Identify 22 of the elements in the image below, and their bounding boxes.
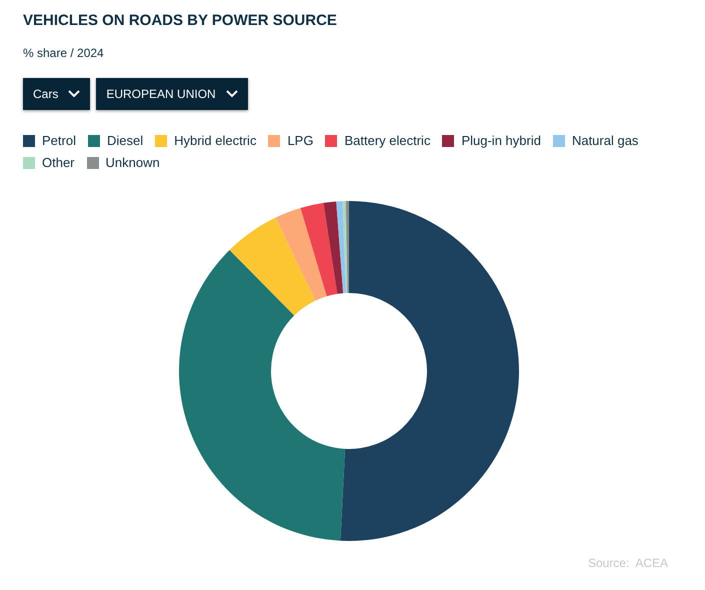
donut-slice: [342, 201, 348, 294]
legend-label: Diesel: [106, 132, 144, 150]
donut-slice: [323, 201, 344, 294]
donut-slice: [346, 201, 349, 294]
legend-label: Battery electric: [343, 132, 430, 150]
region-dropdown: EUROPEAN UNION: [96, 78, 248, 110]
legend-label: Natural gas: [570, 132, 638, 150]
donut-slice: [276, 208, 327, 301]
donut-slice: [230, 218, 316, 316]
donut-slice: [300, 202, 338, 296]
legend-label: Plug-in hybrid: [460, 132, 541, 150]
legend-label: LPG: [286, 132, 314, 150]
donut-slice: [340, 201, 519, 541]
legend-label: Other: [41, 154, 75, 172]
legend-label: Unknown: [104, 154, 160, 172]
legend-label: Hybrid electric: [173, 132, 256, 150]
vehicle-type-dropdown: Cars: [23, 78, 90, 110]
legend-label: Petrol: [41, 132, 76, 150]
chart-subtitle: % share / 2024: [23, 46, 104, 60]
donut-slice: [336, 201, 346, 294]
chart-title: VEHICLES ON ROADS BY POWER SOURCE: [23, 12, 337, 29]
donut-slice: [179, 250, 346, 541]
